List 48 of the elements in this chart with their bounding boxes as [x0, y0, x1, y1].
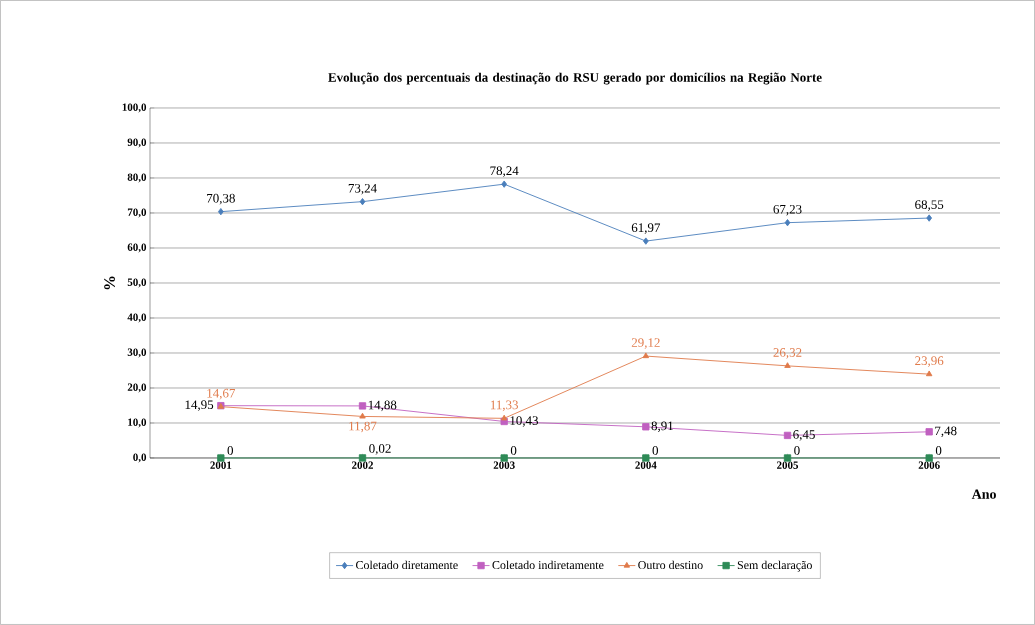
- data-label: 0: [227, 446, 234, 455]
- data-label: 8,91: [651, 421, 673, 433]
- data-label: 0: [935, 446, 942, 455]
- data-label: 26,32: [773, 348, 802, 359]
- data-label: 11,87: [349, 421, 377, 433]
- y-tick-label: 30,0: [127, 348, 147, 358]
- legend-label: Outro destino: [638, 560, 703, 570]
- legend-label: Coletado indiretamente: [492, 560, 604, 570]
- y-tick-label: 10,0: [128, 418, 147, 428]
- y-tick-label: 70,0: [127, 208, 147, 218]
- data-label: 10,43: [510, 416, 539, 427]
- data-label: 70,38: [207, 193, 235, 205]
- data-label: 29,12: [631, 338, 660, 349]
- data-label: 67,23: [773, 204, 802, 216]
- data-label: 7,48: [935, 426, 957, 438]
- y-tick-label: 50,0: [127, 278, 147, 288]
- y-tick-label: 60,0: [127, 243, 147, 253]
- x-tick-label: 2006: [918, 461, 940, 469]
- x-tick-label: 2005: [777, 461, 799, 469]
- x-tick-label: 2001: [210, 461, 232, 469]
- data-label: 73,24: [348, 183, 377, 195]
- data-label: 14,67: [207, 388, 236, 400]
- data-label: 0,02: [369, 444, 391, 455]
- y-tick-label: 40,0: [127, 313, 147, 323]
- y-tick-label: 0,0: [133, 453, 147, 463]
- data-label: 78,24: [490, 166, 519, 177]
- y-tick-label: 100,0: [122, 103, 147, 113]
- x-axis-title: Ano: [971, 489, 996, 499]
- data-label: 23,96: [915, 356, 944, 367]
- data-label: 0: [652, 446, 659, 455]
- legend-label: Sem declaração: [737, 560, 812, 572]
- data-label: 68,55: [915, 200, 944, 211]
- data-label: 0: [794, 446, 800, 455]
- data-label: 14,95: [185, 400, 214, 411]
- chart-title: Evolução dos percentuais da destinação do RSU gerado por domicílios na Região Norte: [328, 72, 822, 85]
- data-label: 6,45: [793, 430, 815, 441]
- x-tick-label: 2003: [493, 461, 515, 469]
- y-axis-title: %: [104, 276, 115, 290]
- x-tick-label: 2002: [352, 461, 373, 469]
- data-label: 0: [510, 446, 517, 455]
- legend-label: Coletado diretamente: [356, 560, 458, 570]
- y-tick-label: 90,0: [127, 138, 147, 148]
- y-tick-label: 20,0: [127, 383, 147, 393]
- x-tick-label: 2004: [635, 461, 657, 469]
- data-label: 14,88: [368, 400, 397, 412]
- data-label: 11,33: [490, 400, 518, 412]
- data-label: 61,97: [631, 223, 661, 234]
- y-tick-label: 80,0: [127, 173, 147, 183]
